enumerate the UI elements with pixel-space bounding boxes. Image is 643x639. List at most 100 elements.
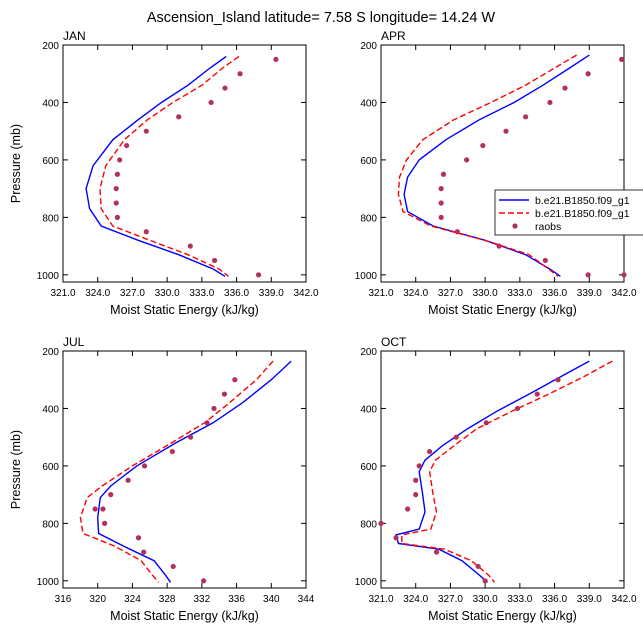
x-tick-label: 316 [55, 594, 72, 605]
raobs-point [108, 492, 114, 498]
raobs-point [440, 171, 447, 177]
raobs-point [523, 114, 529, 120]
model-series-dashed [79, 360, 274, 583]
raobs-point [170, 563, 176, 570]
y-axis-label: Pressure (mb) [9, 124, 23, 203]
raobs-point [480, 142, 486, 149]
raobs-point [113, 200, 119, 206]
x-tick-label: 342.0 [293, 288, 318, 299]
y-tick-label: 200 [360, 41, 377, 52]
y-tick-label: 200 [360, 347, 377, 358]
raobs-point [255, 272, 262, 278]
raobs-point [273, 56, 279, 62]
raobs-point [542, 257, 548, 264]
x-tick-label: 342.0 [611, 594, 636, 605]
raobs-point [483, 420, 489, 426]
raobs-point [117, 157, 123, 163]
panel-title: JUL [63, 335, 85, 349]
x-tick-label: 333.0 [507, 288, 532, 299]
x-tick-label: 327.0 [438, 288, 463, 299]
y-tick-label: 600 [42, 462, 59, 473]
model-series-solid [395, 360, 590, 583]
y-tick-label: 800 [360, 213, 377, 224]
x-axis-label: Moist Static Energy (kJ/kg) [428, 303, 577, 317]
x-tick-label: 324 [124, 594, 141, 605]
x-tick-label: 339.0 [577, 288, 602, 299]
raobs-point [125, 477, 131, 483]
raobs-point [102, 520, 108, 526]
x-tick-label: 330.0 [155, 288, 180, 299]
raobs-point [141, 549, 147, 555]
raobs-point [496, 243, 502, 249]
raobs-point [200, 578, 207, 584]
raobs-point [176, 114, 182, 120]
x-tick-label: 320 [89, 594, 106, 605]
plot-frame [62, 350, 307, 589]
y-tick-label: 1000 [37, 271, 60, 282]
raobs-point [169, 448, 175, 455]
y-tick-label: 1000 [355, 577, 378, 588]
y-tick-label: 600 [360, 156, 377, 167]
x-tick-label: 339.0 [577, 594, 602, 605]
x-tick-label: 324.0 [403, 594, 428, 605]
raobs-point [114, 214, 120, 220]
panel-title: JAN [63, 29, 86, 43]
x-tick-label: 339.0 [259, 288, 284, 299]
model-series-dashed [99, 55, 240, 277]
x-tick-label: 340 [263, 594, 280, 605]
raobs-point [416, 463, 422, 469]
model-series-solid [96, 360, 292, 583]
raobs-point [92, 506, 98, 512]
raobs-point [222, 85, 228, 91]
y-tick-label: 1000 [355, 271, 378, 282]
raobs-point [438, 200, 444, 206]
raobs-point [141, 463, 148, 469]
raobs-point [413, 492, 419, 498]
raobs-point [453, 434, 459, 440]
raobs-point [143, 229, 149, 235]
x-tick-label: 344 [298, 594, 315, 605]
legend-label: b.e21.B1850.f09_g1 [535, 208, 630, 220]
x-tick-label: 330.0 [473, 594, 498, 605]
raobs-point [464, 157, 470, 163]
x-tick-label: 336.0 [542, 288, 567, 299]
y-tick-label: 200 [42, 41, 59, 52]
plot-frame [380, 44, 625, 283]
raobs-point [438, 186, 444, 192]
raobs-point [208, 99, 214, 106]
raobs-point [454, 229, 460, 235]
raobs-point [427, 448, 433, 455]
raobs-point [438, 214, 444, 220]
x-tick-label: 321.0 [368, 594, 393, 605]
raobs-point [211, 257, 218, 264]
raobs-point [405, 506, 411, 512]
raobs-point [482, 578, 488, 584]
x-tick-label: 324.0 [85, 288, 110, 299]
raobs-point [393, 535, 399, 541]
panel-title: OCT [381, 335, 407, 349]
x-tick-label: 321.0 [368, 288, 393, 299]
raobs-point [378, 520, 384, 526]
raobs-point [534, 391, 540, 397]
panel-jul: JUL 316 320 324 328 332 336 340 344 200 400 600 800 1… [9, 335, 315, 623]
model-series-solid [85, 55, 227, 277]
raobs-point [135, 535, 142, 541]
x-tick-label: 333.0 [507, 594, 532, 605]
raobs-point [585, 272, 591, 278]
raobs-point [585, 71, 591, 77]
y-tick-label: 200 [42, 347, 59, 358]
x-axis-label: Moist Static Energy (kJ/kg) [428, 609, 577, 623]
y-tick-label: 400 [360, 404, 377, 415]
model-series-dashed [397, 54, 577, 277]
raobs-point [503, 128, 509, 134]
raobs-point [232, 377, 238, 383]
y-tick-label: 800 [360, 519, 377, 530]
x-tick-label: 327.0 [120, 288, 145, 299]
x-tick-label: 321.0 [50, 288, 75, 299]
raobs-point [413, 477, 419, 483]
raobs-point [621, 272, 627, 278]
raobs-point [221, 391, 228, 397]
x-tick-label: 330.0 [473, 288, 498, 299]
raobs-point [124, 142, 130, 149]
